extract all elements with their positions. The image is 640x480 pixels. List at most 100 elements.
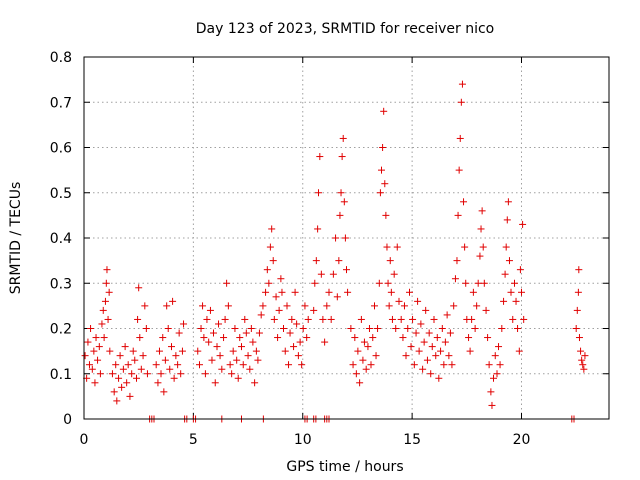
data-point xyxy=(415,347,423,355)
data-point xyxy=(137,365,145,373)
data-point xyxy=(356,379,364,387)
data-point xyxy=(311,279,319,287)
data-point xyxy=(456,134,464,142)
data-point xyxy=(376,189,384,197)
data-point xyxy=(484,334,492,342)
data-point xyxy=(446,329,454,337)
data-point xyxy=(164,325,172,332)
data-point xyxy=(393,243,401,251)
data-point xyxy=(466,347,474,355)
data-point xyxy=(359,356,367,364)
data-point xyxy=(419,365,427,373)
data-point xyxy=(336,211,344,219)
data-point xyxy=(440,361,448,369)
data-point xyxy=(399,334,407,342)
data-point xyxy=(520,315,528,323)
data-point xyxy=(81,352,89,360)
data-point xyxy=(381,180,389,188)
data-point xyxy=(270,315,278,323)
data-point xyxy=(159,334,167,342)
data-point xyxy=(141,302,149,310)
data-point xyxy=(100,334,108,342)
data-point xyxy=(301,302,309,310)
data-point xyxy=(241,315,249,323)
data-point xyxy=(277,275,285,283)
data-point xyxy=(113,397,121,405)
data-point xyxy=(203,315,211,323)
data-point xyxy=(367,361,375,369)
data-point xyxy=(274,334,282,342)
data-point xyxy=(340,198,348,206)
x-tick-label: 20 xyxy=(513,432,531,448)
data-point xyxy=(290,343,298,351)
data-point xyxy=(441,338,449,346)
data-point xyxy=(215,320,223,328)
data-point xyxy=(502,243,510,251)
data-point xyxy=(454,211,462,219)
data-point xyxy=(314,225,322,233)
x-tick-label: 10 xyxy=(294,432,312,448)
data-point xyxy=(106,347,114,355)
data-point xyxy=(395,297,403,305)
data-point xyxy=(294,352,302,360)
data-point xyxy=(435,374,443,382)
data-point xyxy=(257,311,265,319)
data-point xyxy=(488,401,496,409)
data-point xyxy=(430,315,438,323)
data-point xyxy=(379,144,387,151)
data-point xyxy=(95,343,103,351)
data-point xyxy=(329,270,337,278)
data-point xyxy=(269,257,277,265)
data-point xyxy=(333,293,341,301)
data-point xyxy=(121,343,129,351)
data-point xyxy=(427,370,435,378)
data-point xyxy=(339,134,347,142)
data-point xyxy=(490,374,497,382)
y-tick-label: 0.7 xyxy=(50,95,72,111)
data-point xyxy=(453,257,461,265)
data-point xyxy=(575,266,583,274)
data-point xyxy=(299,325,307,332)
data-point xyxy=(516,266,524,274)
data-point xyxy=(471,325,479,332)
data-point xyxy=(133,374,140,382)
x-tick-label: 15 xyxy=(403,432,421,448)
data-point xyxy=(372,352,380,360)
data-point xyxy=(199,302,207,310)
data-point xyxy=(357,315,365,323)
data-point xyxy=(468,315,476,323)
data-point xyxy=(349,361,357,369)
data-point xyxy=(123,379,131,387)
axis-ticks: 0 0.1 0.2 0.3 0.4 0.5 0.6 0.7 0.8 0 5 10 15 20 xyxy=(50,50,609,448)
data-point xyxy=(126,392,134,400)
data-point xyxy=(422,306,430,314)
data-point xyxy=(460,198,468,206)
data-point xyxy=(129,347,137,355)
data-point xyxy=(321,338,329,346)
data-point xyxy=(142,325,150,332)
data-point xyxy=(407,343,415,351)
data-point xyxy=(386,257,394,265)
y-tick-label: 0 xyxy=(63,412,72,428)
data-point xyxy=(310,306,318,314)
data-point xyxy=(265,279,273,287)
data-point xyxy=(406,288,413,296)
data-point xyxy=(414,297,422,305)
data-point xyxy=(505,257,513,265)
data-point xyxy=(263,266,271,274)
data-point xyxy=(337,189,345,197)
data-point xyxy=(205,338,213,346)
y-tick-label: 0.6 xyxy=(50,141,72,157)
data-point xyxy=(423,356,431,364)
data-point xyxy=(298,361,306,369)
data-point xyxy=(154,379,162,387)
data-point xyxy=(387,288,395,296)
data-point xyxy=(352,370,360,378)
data-point xyxy=(433,334,441,342)
data-point xyxy=(105,288,113,296)
data-point xyxy=(110,388,118,396)
data-point xyxy=(437,347,445,355)
data-point xyxy=(136,334,144,342)
data-point xyxy=(461,243,469,251)
